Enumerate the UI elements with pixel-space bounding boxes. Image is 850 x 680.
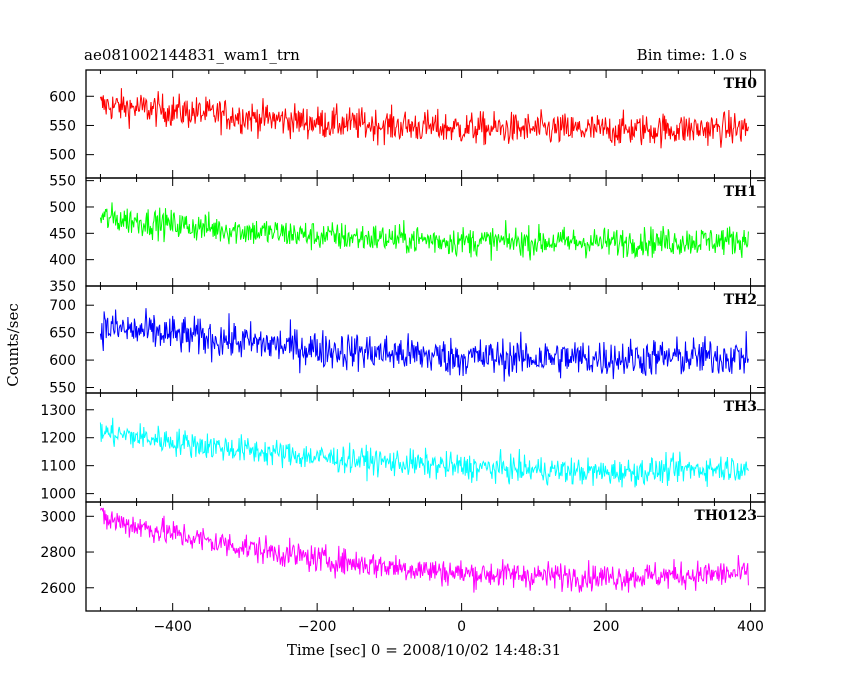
panel-frame [85, 501, 766, 612]
panel-name-label: TH2 [724, 292, 757, 308]
panel-th0123: 2600 2800 3000 TH0123 [40, 501, 766, 612]
y-tick-label: 450 [49, 226, 76, 242]
panel-th3: 1000 1100 1200 1300 TH3 [40, 392, 766, 503]
y-tick-label: 1200 [40, 431, 76, 447]
observation-id-title: ae081002144831_wam1_trn [84, 46, 300, 64]
y-tick-label: 350 [49, 279, 76, 295]
bin-time-label: Bin time: 1.0 s [637, 46, 747, 64]
y-tick-label: 2600 [40, 581, 76, 597]
panel-frame [85, 392, 766, 503]
panel-th0: 500 550 600 TH0 [49, 69, 766, 179]
panel-name-label: TH1 [724, 184, 757, 200]
y-tick-label: 1000 [40, 487, 76, 503]
lightcurve-th1 [99, 202, 749, 261]
lightcurve-th0 [99, 88, 749, 149]
panel-th2: 550 600 650 700 TH2 [49, 285, 766, 397]
y-tick-label: 400 [49, 253, 76, 269]
y-axis-label: Counts/sec [4, 303, 22, 387]
y-tick-label: 550 [49, 174, 76, 190]
y-tick-label: 550 [49, 118, 76, 134]
lightcurve-th3 [99, 417, 749, 488]
panels-group: 500 550 600 TH0 350 400 450 500 550 TH1 550 600 650 7… [40, 69, 766, 635]
y-tick-label: 3000 [40, 509, 76, 525]
panel-name-label: TH3 [724, 399, 757, 415]
lightcurve-th0123 [99, 507, 749, 593]
lightcurve-th2 [99, 308, 749, 382]
y-tick-label: 500 [49, 200, 76, 216]
panel-name-label: TH0 [724, 76, 758, 92]
y-tick-label: 1300 [40, 403, 76, 419]
y-tick-label: 2800 [40, 545, 76, 561]
y-tick-label: 600 [49, 89, 76, 105]
y-tick-label: 650 [49, 326, 76, 342]
y-tick-label: 700 [49, 298, 76, 314]
y-tick-label: 550 [49, 381, 76, 397]
x-tick-label: 400 [737, 619, 764, 635]
x-tick-label: −200 [298, 619, 336, 635]
y-tick-label: 1100 [40, 459, 76, 475]
x-tick-label: 200 [593, 619, 620, 635]
y-tick-label: 600 [49, 353, 76, 369]
y-tick-label: 500 [49, 148, 76, 164]
panel-name-label: TH0123 [694, 508, 757, 524]
x-tick-label: 0 [457, 619, 466, 635]
panel-th1: 350 400 450 500 550 TH1 [49, 174, 766, 295]
x-axis-label: Time [sec] 0 = 2008/10/02 14:48:31 [287, 641, 561, 659]
x-tick-label: −400 [153, 619, 191, 635]
